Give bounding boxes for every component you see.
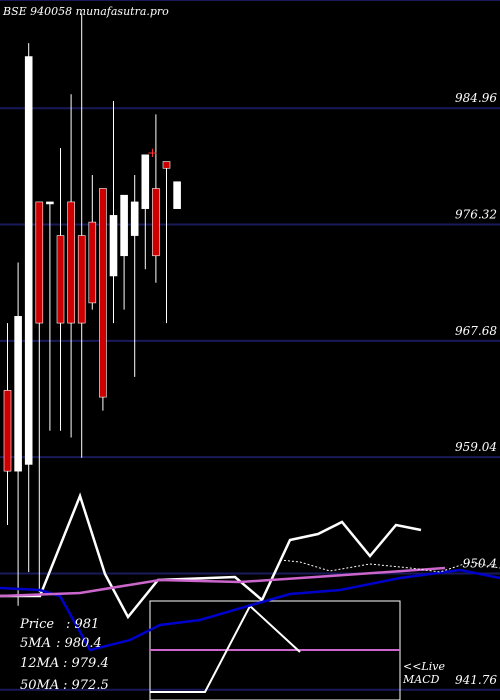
candle-bull	[141, 154, 150, 209]
ma-magenta-line	[0, 566, 446, 598]
legend-ma12-label: 12MA	[20, 656, 59, 671]
legend-ma5-value: : 980.4	[56, 636, 102, 651]
chart-title: BSE 940058 munafasutra.pro	[2, 5, 169, 18]
candle-bull	[109, 215, 118, 277]
candle-bear	[67, 201, 75, 324]
y-tick-label: 959.04	[455, 440, 497, 454]
last-price-marker: +	[147, 146, 158, 161]
candle-bear	[56, 235, 65, 324]
legend-ma12-value: : 979.4	[63, 656, 109, 671]
candle-bear	[88, 221, 97, 304]
legend-ma50-value: : 972.5	[63, 678, 109, 693]
legend: Price : 981 5MA : 980.4 12MA : 979.4 50M…	[19, 617, 109, 693]
candles-layer	[3, 13, 181, 606]
y-tick-label: 984.96	[455, 91, 497, 105]
legend-price-value: : 981	[66, 617, 99, 632]
y-tick-label: 976.32	[455, 208, 497, 222]
macd-label: MACD	[402, 673, 440, 686]
candle-bear	[3, 390, 12, 472]
y-tick-label: 967.68	[455, 324, 497, 338]
macd-line	[150, 604, 301, 693]
candle-bull	[173, 181, 181, 209]
signal-dotted-line	[279, 559, 500, 573]
legend-ma50-label: 50MA	[20, 678, 59, 693]
macd-live-link[interactable]: <<Live	[403, 660, 445, 673]
ma-blue-line	[0, 568, 500, 652]
candle-bear	[162, 161, 171, 169]
y-tick-label: 950.4	[463, 556, 497, 570]
candle-bear	[77, 235, 86, 324]
y-tick-label: 941.76	[455, 673, 497, 687]
oscillator-line	[0, 492, 422, 620]
candle-bear	[99, 188, 107, 398]
legend-price-label: Price	[19, 617, 54, 632]
candle-bull	[46, 201, 54, 205]
candle-bull	[14, 316, 22, 472]
candle-bull	[120, 194, 128, 257]
candle-bull	[130, 201, 139, 236]
candle-bull	[24, 56, 33, 465]
candle-bear	[35, 201, 44, 324]
legend-ma5-label: 5MA	[20, 636, 51, 651]
indicator-layer	[0, 492, 500, 700]
candle-bear	[152, 188, 160, 257]
